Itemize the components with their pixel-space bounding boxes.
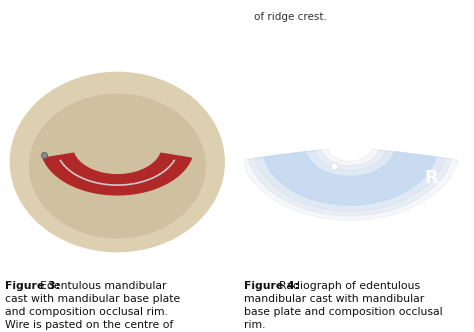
Polygon shape <box>255 151 445 211</box>
Polygon shape <box>242 149 458 220</box>
Polygon shape <box>248 150 452 216</box>
Ellipse shape <box>10 72 224 252</box>
Polygon shape <box>262 151 438 207</box>
Text: Radiograph of edentulous
mandibular cast with mandibular
base plate and composit: Radiograph of edentulous mandibular cast… <box>244 281 443 332</box>
Text: Figure 4:: Figure 4: <box>244 281 299 290</box>
Polygon shape <box>43 153 191 195</box>
Text: R: R <box>424 169 438 187</box>
Text: of ridge crest.: of ridge crest. <box>254 12 327 22</box>
Text: Edentulous mandibular
cast with mandibular base plate
and composition occlusal r: Edentulous mandibular cast with mandibul… <box>5 281 185 332</box>
Ellipse shape <box>29 94 205 238</box>
Text: Figure 3:: Figure 3: <box>5 281 60 290</box>
Polygon shape <box>264 152 436 205</box>
